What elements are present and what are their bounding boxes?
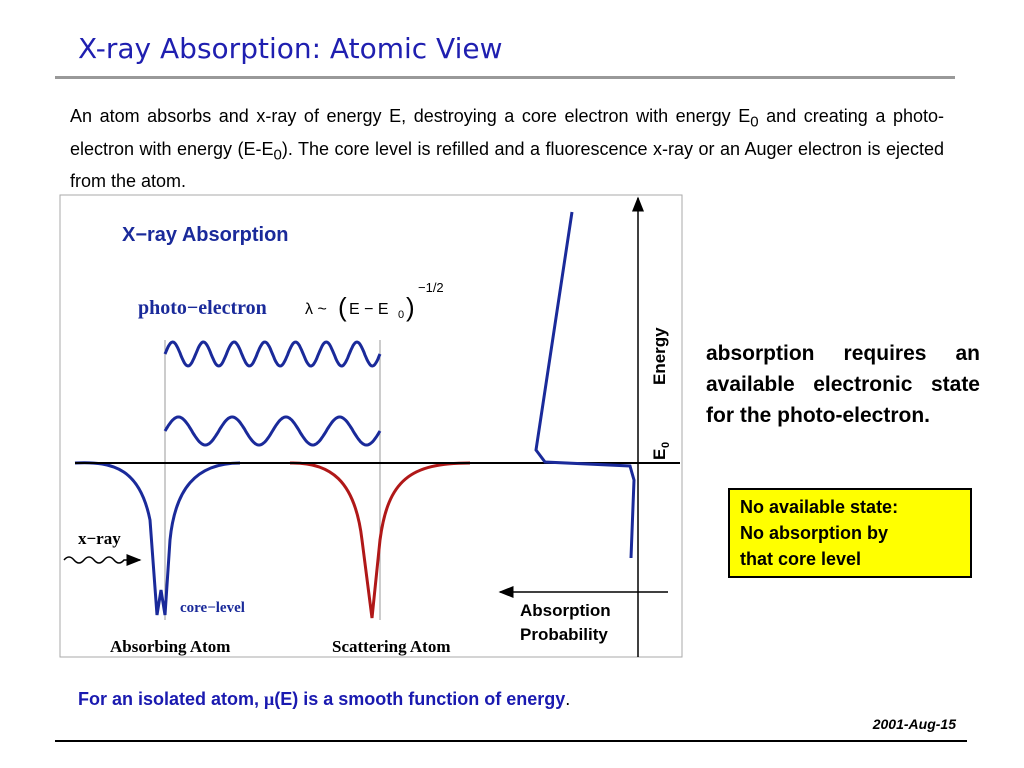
figure-frame — [59, 194, 683, 658]
footer-rule — [55, 740, 967, 742]
title-rule — [55, 76, 955, 79]
absorbing-well — [74, 461, 241, 616]
text: An atom absorbs and x-ray of energy E, d… — [70, 106, 751, 126]
symbol: μ — [264, 689, 275, 709]
title: X-ray Absorption: Atomic View — [78, 32, 503, 65]
label: core−level — [180, 600, 245, 616]
text: (E) is a smooth function of energy — [274, 689, 566, 709]
text: For an isolated atom, — [78, 689, 265, 709]
wave — [163, 415, 382, 447]
formula: λ ~ — [305, 301, 327, 318]
scattering-well — [289, 461, 471, 619]
callout: No available state: No absorption by that … — [728, 488, 972, 578]
label: Scattering Atom — [332, 637, 451, 656]
label: x−ray — [78, 529, 121, 548]
axis-label: Absorption — [520, 601, 611, 620]
absorption-curve — [534, 211, 636, 559]
axis-label: 0 — [660, 442, 672, 448]
side-note: absorption requires an available electro… — [706, 342, 980, 427]
text: ). The core level is refilled and a fluo… — [70, 138, 944, 192]
text: . — [565, 689, 571, 709]
date: 2001-Aug-15 — [872, 716, 956, 732]
wave — [163, 340, 382, 368]
label: Absorbing Atom — [110, 637, 230, 656]
callout-line: that core level — [740, 549, 862, 569]
callout-line: No absorption by — [740, 523, 888, 543]
sub: 0 — [273, 146, 282, 164]
formula: −1/2 — [418, 280, 444, 295]
formula: ( — [338, 292, 347, 322]
callout-line: No available state: — [740, 497, 899, 517]
intro: An atom absorbs and x-ray of energy E, d… — [70, 103, 944, 194]
axis-label: Probability — [520, 625, 608, 644]
axis-label: Energy — [650, 327, 669, 385]
text: and creating a photo-electron with energ… — [70, 106, 944, 159]
label: photo−electron — [138, 297, 267, 319]
sub: 0 — [750, 113, 759, 131]
footer-text: For an isolated atom, μ(E) is a smooth f… — [78, 689, 570, 710]
formula: 0 — [398, 309, 404, 321]
xray-arrow — [63, 554, 142, 566]
formula: E − E — [349, 301, 389, 318]
figure-title: X−ray Absorption — [122, 224, 289, 246]
formula: ) — [406, 292, 415, 322]
axis-label: E — [650, 449, 669, 460]
